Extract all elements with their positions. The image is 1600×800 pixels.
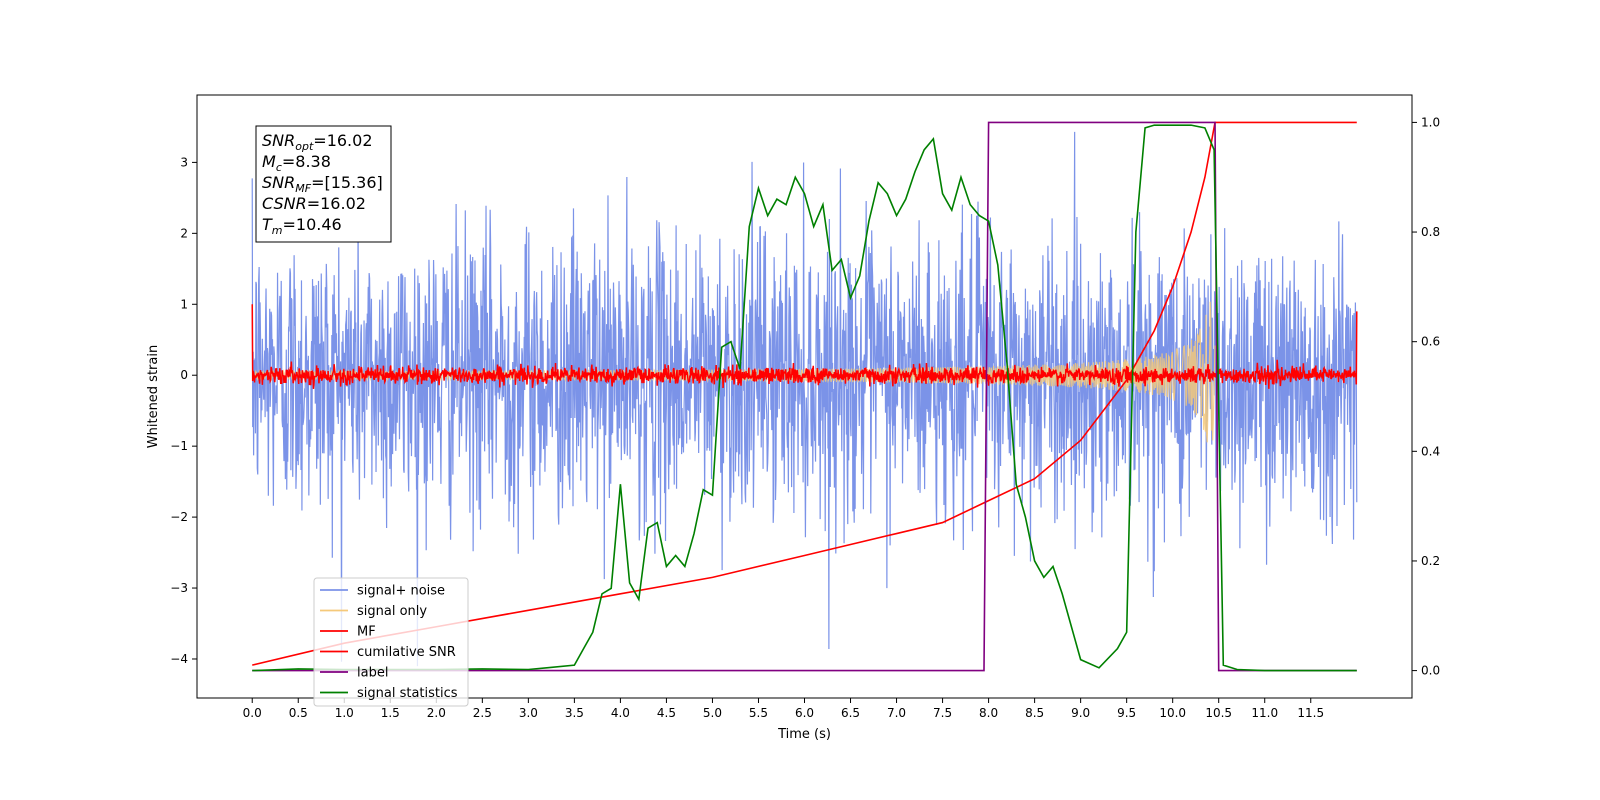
series-cumulative-snr — [252, 121, 1357, 666]
legend-entry: signal statistics — [320, 686, 458, 701]
legend-label: MF — [357, 625, 376, 640]
x-tick-label: 11.5 — [1297, 706, 1324, 720]
y2-tick-label: 0.4 — [1421, 444, 1440, 458]
legend-entry: signal only — [320, 604, 427, 619]
axes-layer: 0.0 0.5 1.0 1.5 2.0 2.5 3.0 3.5 4.0 4.5 5.0 5.5 6.0 6… — [170, 115, 1440, 720]
x-tick-label: 9.5 — [1117, 706, 1136, 720]
annotation-frame — [255, 125, 392, 243]
y-tick-label: −1 — [170, 439, 188, 453]
y-tick-label: −3 — [170, 581, 188, 595]
series-label — [252, 121, 1357, 672]
x-tick-label: 10.5 — [1205, 706, 1232, 720]
legend-entry: cumilative SNR — [320, 645, 456, 660]
legend-label: signal+ noise — [357, 584, 445, 599]
y2-tick-label: 0.2 — [1421, 554, 1440, 568]
x-tick-label: 2.5 — [473, 706, 492, 720]
legend-entry: MF — [320, 625, 376, 640]
series-layer — [251, 121, 1358, 672]
annotation-line: Tm=10.46 — [262, 215, 342, 237]
y2-tick-label: 0.0 — [1421, 664, 1440, 678]
x-tick-label: 3.5 — [565, 706, 584, 720]
y2-tick-label: 0.8 — [1421, 225, 1440, 239]
x-tick-label: 1.5 — [381, 706, 400, 720]
y-tick-label: −2 — [170, 510, 188, 524]
x-tick-label: 0.5 — [289, 706, 308, 720]
x-tick-label: 8.0 — [979, 706, 998, 720]
series-signal-statistics — [252, 124, 1357, 672]
y-tick-label: 0 — [180, 368, 188, 382]
x-tick-label: 4.0 — [611, 706, 630, 720]
legend-label: signal only — [357, 604, 427, 619]
x-tick-label: 11.0 — [1251, 706, 1278, 720]
legend-entry: signal+ noise — [320, 584, 445, 599]
x-tick-label: 6.0 — [795, 706, 814, 720]
x-tick-label: 6.5 — [841, 706, 860, 720]
x-tick-label: 10.0 — [1159, 706, 1186, 720]
annotation-box: SNRopt=16.02Mc=8.38SNRMF=[15.36]CSNR=16.… — [255, 125, 392, 243]
legend-entry: label — [320, 666, 388, 681]
x-tick-label: 0.0 — [243, 706, 262, 720]
y-tick-label: −4 — [170, 652, 188, 666]
y2-tick-label: 0.6 — [1421, 335, 1440, 349]
legend: signal+ noise signal only MF cumilative SNR… — [313, 577, 469, 707]
annotation-line: SNRopt=16.02 — [262, 131, 373, 153]
legend-label: label — [357, 666, 388, 681]
series-signal-noise — [251, 131, 1358, 667]
x-tick-label: 1.0 — [335, 706, 354, 720]
x-tick-label: 7.5 — [933, 706, 952, 720]
x-tick-label: 9.0 — [1071, 706, 1090, 720]
legend-label: cumilative SNR — [357, 645, 456, 660]
x-tick-label: 3.0 — [519, 706, 538, 720]
series-mf — [251, 304, 1358, 389]
x-tick-label: 5.0 — [703, 706, 722, 720]
legend-label: signal statistics — [357, 686, 458, 701]
x-tick-label: 5.5 — [749, 706, 768, 720]
annotation-line: Mc=8.38 — [262, 152, 331, 174]
y-axis-label: Whitened strain — [146, 345, 161, 448]
x-tick-label: 2.0 — [427, 706, 446, 720]
x-tick-label: 4.5 — [657, 706, 676, 720]
legend-frame — [313, 577, 469, 707]
annotation-line: SNRMF=[15.36] — [262, 173, 383, 195]
x-tick-label: 7.0 — [887, 706, 906, 720]
x-tick-label: 8.5 — [1025, 706, 1044, 720]
y2-tick-label: 1.0 — [1421, 115, 1440, 129]
annotation-line: CSNR=16.02 — [262, 194, 366, 213]
x-axis-label: Time (s) — [777, 727, 831, 742]
y-tick-label: 2 — [180, 226, 188, 240]
y-tick-label: 3 — [180, 155, 188, 169]
y-tick-label: 1 — [180, 297, 188, 311]
